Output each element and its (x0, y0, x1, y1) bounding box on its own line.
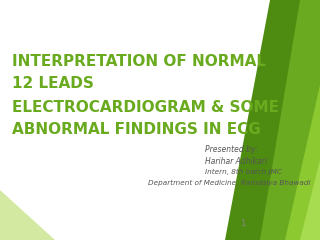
Polygon shape (0, 190, 55, 240)
Polygon shape (285, 85, 320, 240)
Polygon shape (300, 160, 320, 240)
Text: Intern, 8th batch JMC: Intern, 8th batch JMC (205, 169, 282, 175)
Text: 1: 1 (240, 218, 246, 228)
Text: ABNORMAL FINDINGS IN ECG: ABNORMAL FINDINGS IN ECG (12, 122, 261, 138)
Text: 12 LEADS: 12 LEADS (12, 77, 94, 91)
Text: Department of Medicine, Ramdalya Bhawadi: Department of Medicine, Ramdalya Bhawadi (148, 180, 310, 186)
Text: Presented by:: Presented by: (205, 145, 258, 155)
Text: INTERPRETATION OF NORMAL: INTERPRETATION OF NORMAL (12, 54, 266, 70)
Text: ELECTROCARDIOGRAM & SOME: ELECTROCARDIOGRAM & SOME (12, 100, 279, 114)
Polygon shape (260, 0, 320, 240)
Text: Harihar Adhikari: Harihar Adhikari (205, 156, 267, 166)
Polygon shape (225, 0, 320, 240)
